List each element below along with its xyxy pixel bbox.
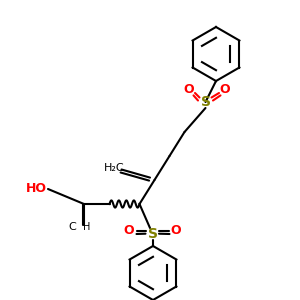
Text: C: C: [68, 221, 76, 232]
Text: S: S: [148, 227, 158, 241]
Text: O: O: [220, 83, 230, 97]
Text: HO: HO: [26, 182, 46, 196]
Text: S: S: [200, 95, 211, 109]
Text: O: O: [124, 224, 134, 238]
Text: H₂C: H₂C: [104, 163, 124, 173]
Text: O: O: [184, 83, 194, 97]
Text: H: H: [83, 221, 91, 232]
Text: O: O: [170, 224, 181, 238]
